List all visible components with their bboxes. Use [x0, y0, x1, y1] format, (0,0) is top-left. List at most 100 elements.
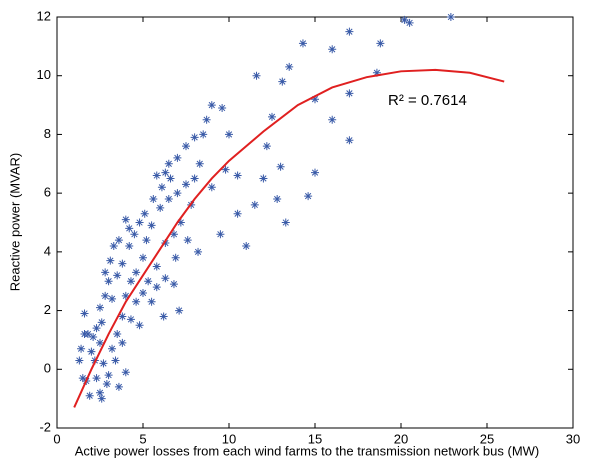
scatter-point — [273, 195, 282, 204]
scatter-point — [96, 303, 104, 312]
scatter-point — [104, 277, 113, 286]
scatter-point — [311, 95, 319, 104]
scatter-point — [80, 309, 89, 318]
scatter-point — [102, 379, 111, 388]
y-tick-label: 4 — [44, 243, 51, 258]
scatter-point — [298, 39, 307, 48]
y-tick-label: 12 — [37, 8, 51, 23]
scatter-point — [345, 136, 354, 145]
scatter-point — [126, 277, 135, 286]
scatter-point — [101, 291, 110, 300]
fit-line — [73, 68, 505, 408]
scatter-point — [92, 374, 101, 383]
scatter-point — [96, 338, 104, 347]
annotation: R² = 0.7614 — [388, 92, 467, 109]
scatter-point — [173, 189, 182, 198]
scatter-point — [285, 62, 294, 71]
scatter-point — [152, 262, 161, 271]
scatter-point — [114, 382, 123, 391]
scatter-point — [233, 209, 242, 218]
scatter-point — [173, 153, 182, 162]
y-tick-label: 6 — [44, 185, 51, 200]
scatter-point — [161, 239, 170, 248]
scatter-point — [130, 230, 139, 239]
scatter-point — [328, 115, 337, 124]
scatter-point — [114, 236, 123, 245]
scatter-point — [157, 183, 166, 192]
scatter-point — [207, 101, 216, 110]
scatter-point — [345, 89, 354, 98]
scatter-point — [118, 312, 127, 321]
scatter-point — [118, 338, 127, 347]
y-tick-label: 2 — [44, 302, 51, 317]
scatter-point — [135, 321, 144, 330]
scatter-point — [268, 112, 276, 121]
scatter-point — [96, 388, 104, 397]
x-tick-label: 20 — [394, 431, 408, 446]
y-axis-label: Reactive power (MVAR) — [7, 153, 22, 291]
scatter-point — [176, 218, 185, 227]
scatter-point — [89, 332, 98, 341]
scatter-point — [87, 347, 96, 356]
scatter-point — [304, 192, 313, 201]
scatter-point — [161, 168, 170, 177]
scatter-point — [135, 218, 144, 227]
scatter-point — [183, 236, 192, 245]
scatter-point — [144, 277, 153, 286]
scatter-point — [400, 15, 409, 24]
scatter-point — [169, 230, 178, 239]
scatter-point — [278, 77, 287, 86]
scatter-point — [147, 221, 156, 230]
scatter-point — [101, 268, 110, 277]
scatter-point — [132, 297, 141, 306]
scatter-point — [328, 45, 337, 54]
scatter-point — [281, 218, 290, 227]
x-axis-label: Active power losses from each wind farms… — [75, 443, 540, 458]
scatter-point — [169, 280, 178, 289]
scatter-point — [221, 165, 230, 174]
scatter-point — [242, 241, 251, 250]
scatter-point — [97, 394, 106, 403]
scatter-point — [171, 253, 180, 262]
scatter-point — [132, 268, 141, 277]
scatter-point — [108, 294, 117, 303]
scatter-point — [113, 330, 122, 339]
scatter-point — [126, 315, 135, 324]
scatter-point — [182, 142, 190, 151]
x-tick-label: 10 — [222, 431, 236, 446]
scatter-point — [121, 291, 130, 300]
scatter-point — [376, 39, 385, 48]
x-tick-label: 30 — [566, 431, 580, 446]
scatter-point — [262, 142, 271, 151]
y-tick-label: 0 — [44, 361, 51, 376]
scatter-point — [104, 371, 113, 380]
scatter-point — [99, 359, 108, 368]
y-tick-label: -2 — [39, 419, 51, 434]
scatter-point — [85, 391, 94, 400]
scatter-point — [111, 356, 120, 365]
scatter-point — [164, 159, 173, 168]
scatter-point — [139, 288, 147, 297]
scatter-point — [190, 174, 199, 183]
x-tick-label: 5 — [139, 431, 146, 446]
scatter-point — [147, 297, 156, 306]
scatter-point — [92, 324, 101, 333]
scatter-point — [159, 312, 168, 321]
scatter-point — [139, 253, 147, 262]
scatter-point — [164, 195, 173, 204]
scatter-point — [166, 174, 175, 183]
scatter-point — [276, 162, 285, 171]
x-tick-label: 0 — [53, 431, 60, 446]
scatter-point — [207, 183, 216, 192]
scatter-point — [405, 18, 414, 27]
scatter-point — [106, 256, 115, 265]
scatter-point — [125, 224, 134, 233]
scatter-point — [140, 209, 149, 218]
x-tick-label: 25 — [480, 431, 494, 446]
scatter-point — [233, 171, 242, 180]
scatter-point — [345, 27, 354, 36]
scatter-point — [311, 168, 319, 177]
scatter-point — [77, 344, 86, 353]
scatter-point — [250, 200, 259, 209]
